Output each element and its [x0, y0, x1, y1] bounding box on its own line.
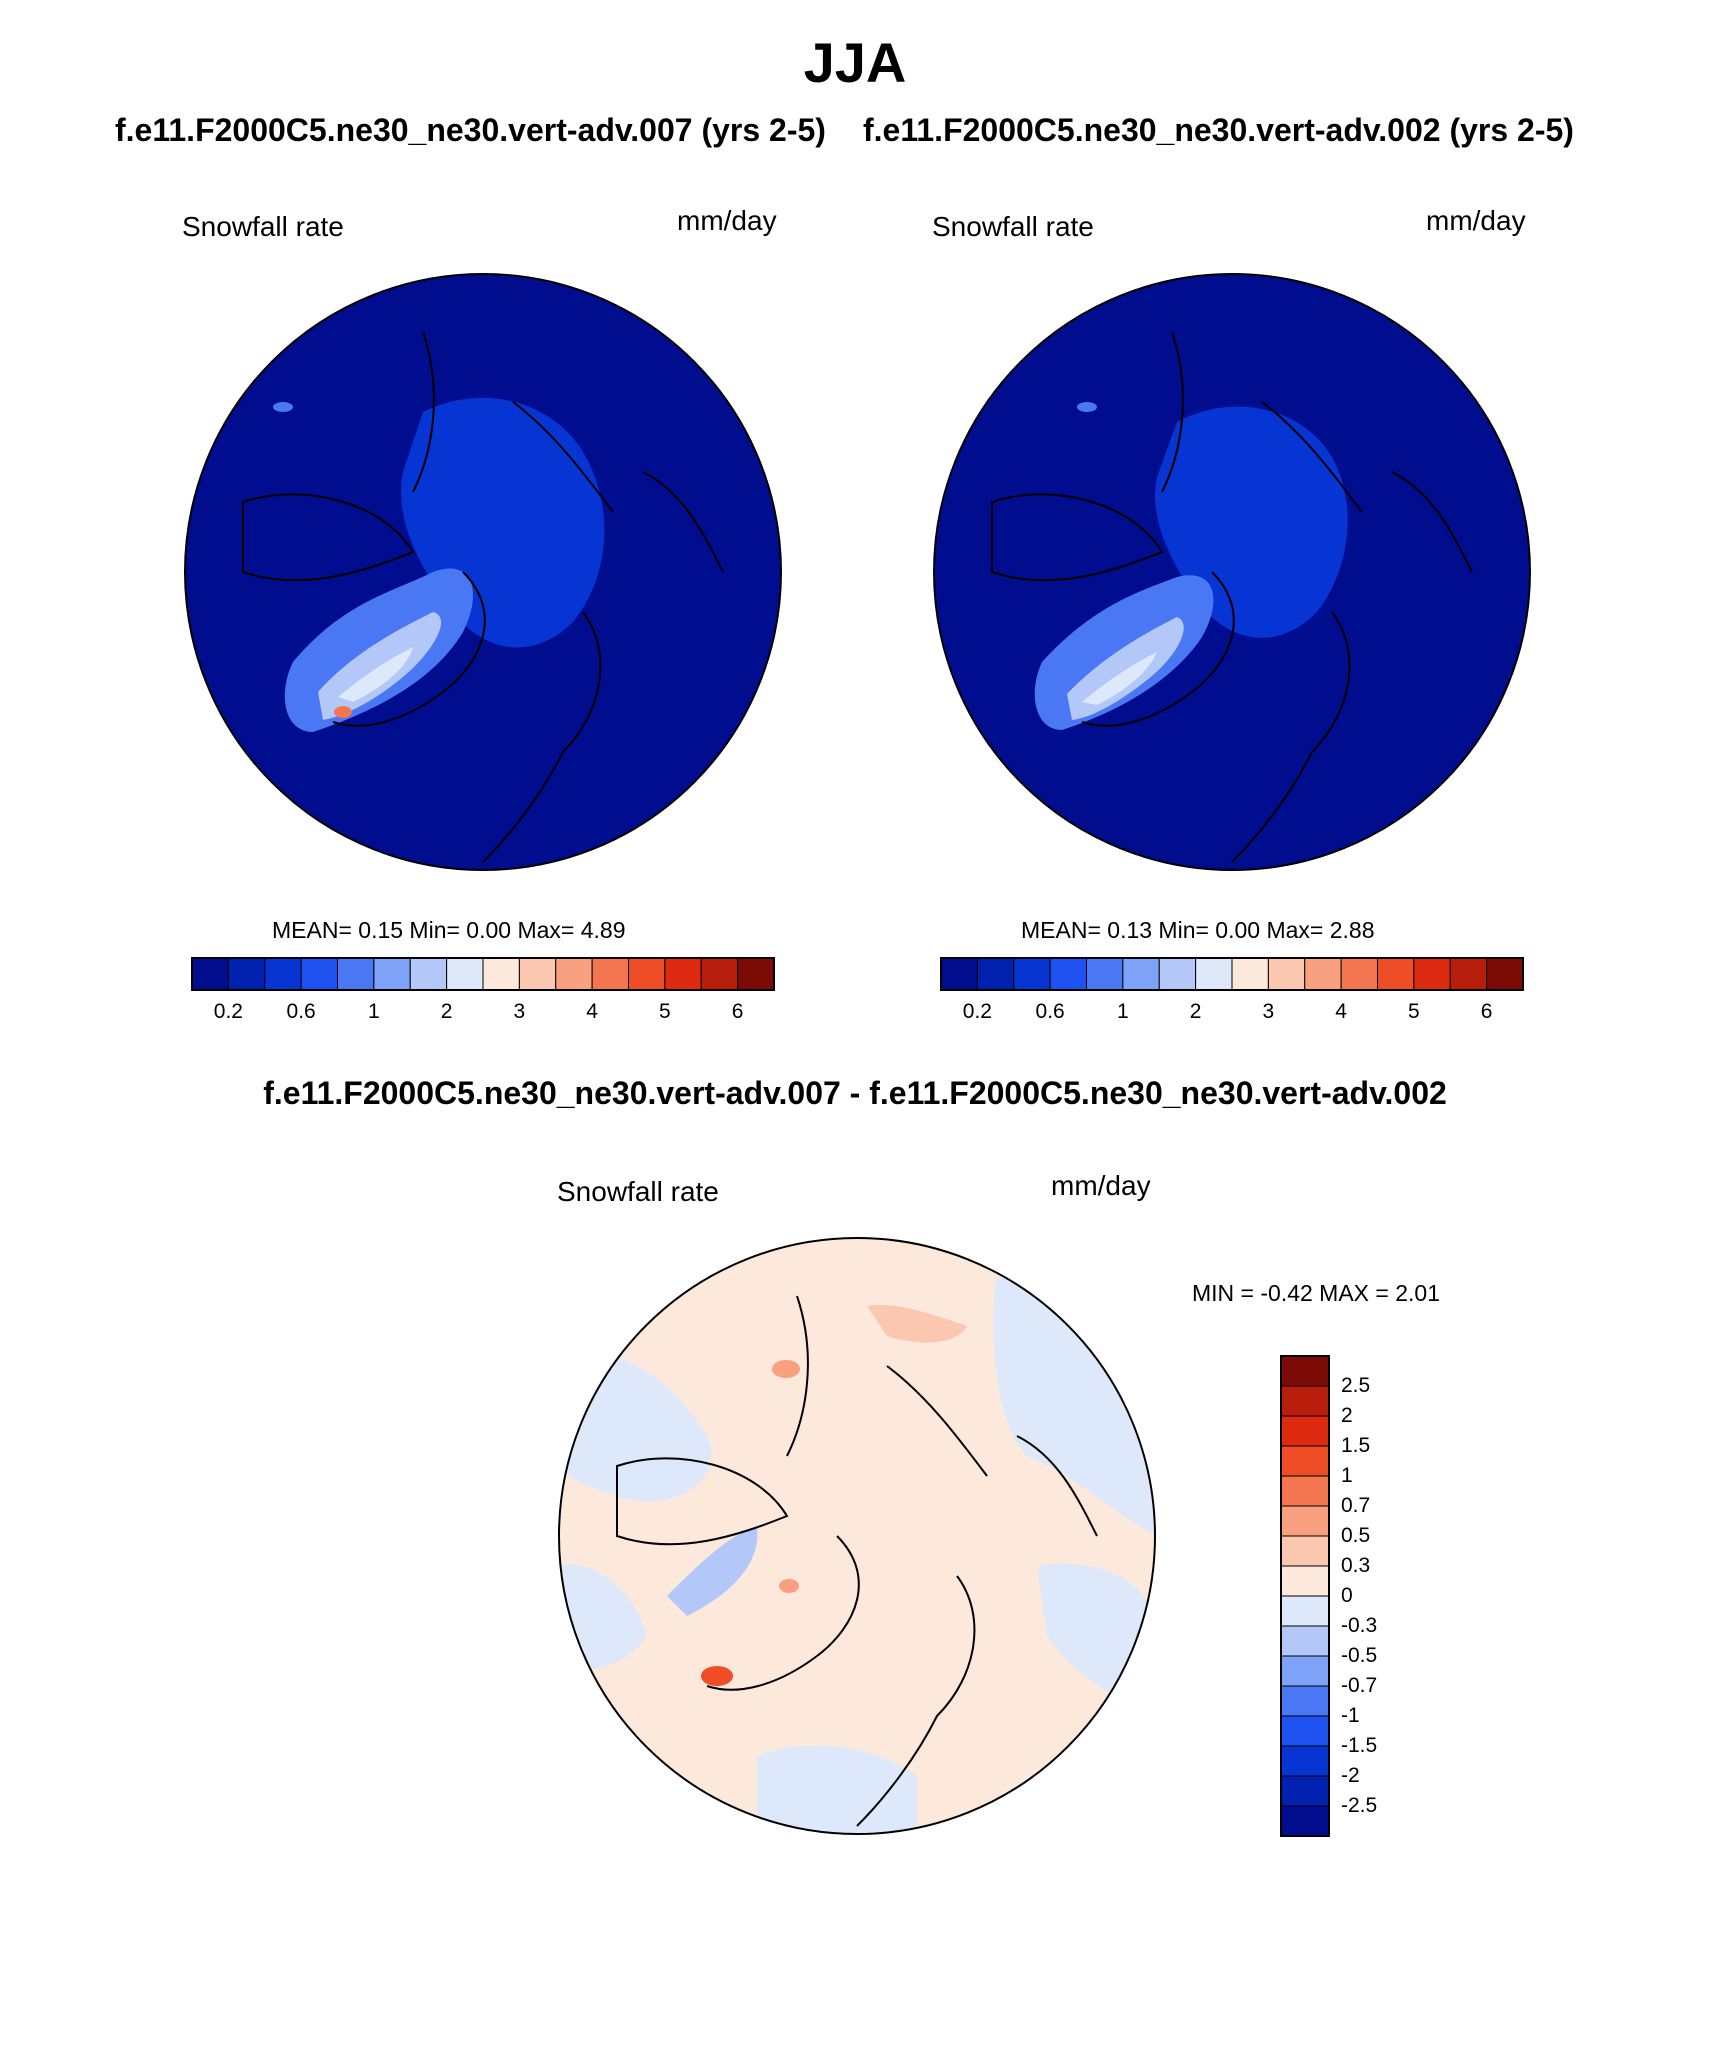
difference-colorbar-tick-label: -1.5 [1341, 1734, 1378, 1757]
right-colorbar-tick-label: 1 [1117, 1000, 1129, 1023]
difference-colorbar [1280, 1355, 1330, 1837]
figure-title: JJA [803, 31, 907, 94]
right-colorbar-swatch [940, 957, 978, 991]
difference-title: f.e11.F2000C5.ne30_ne30.vert-adv.007 - f… [263, 1075, 1447, 1111]
left-colorbar-tick-label: 5 [659, 1000, 671, 1023]
left-colorbar-tick-label: 2 [440, 1000, 453, 1023]
left-case-title: f.e11.F2000C5.ne30_ne30.vert-adv.007 (yr… [115, 112, 826, 148]
left-colorbar-swatch [482, 957, 520, 991]
right-colorbar-swatch [1340, 957, 1378, 991]
right-colorbar-swatch [1086, 957, 1124, 991]
difference-variable-label: Snowfall rate [557, 1176, 719, 1207]
right-colorbar-tick-label: 0.2 [962, 1000, 992, 1023]
right-stats: MEAN= 0.13 Min= 0.00 Max= 2.88 [1021, 917, 1375, 943]
left-colorbar-tick-label: 6 [731, 1000, 744, 1023]
difference-colorbar-swatch [1280, 1445, 1330, 1477]
difference-colorbar-tick-label: -0.3 [1341, 1614, 1378, 1637]
right-colorbar-swatch [1304, 957, 1342, 991]
difference-colorbar-tick-label: 1 [1341, 1464, 1353, 1487]
left-stats: MEAN= 0.15 Min= 0.00 Max= 4.89 [272, 917, 626, 943]
difference-colorbar-tick-label: 0 [1341, 1584, 1353, 1607]
right-colorbar-tick-label: 4 [1335, 1000, 1347, 1023]
difference-colorbar-swatch [1280, 1565, 1330, 1597]
left-colorbar-swatch [264, 957, 302, 991]
difference-colorbar-tick-label: -2.5 [1341, 1794, 1378, 1817]
right-colorbar-tick-label: 2 [1189, 1000, 1202, 1023]
left-colorbar-swatch [337, 957, 375, 991]
difference-units-label: mm/day [1051, 1170, 1151, 1201]
difference-colorbar-swatch [1280, 1685, 1330, 1717]
left-colorbar [191, 957, 775, 991]
left-colorbar-swatch [373, 957, 411, 991]
difference-colorbar-swatch [1280, 1595, 1330, 1627]
left-variable-label: Snowfall rate [182, 211, 344, 242]
right-colorbar-swatch [1449, 957, 1488, 991]
difference-colorbar-tick-label: 0.5 [1341, 1524, 1371, 1547]
left-colorbar-swatch [227, 957, 266, 991]
difference-colorbar-tick-label: -0.7 [1341, 1674, 1378, 1697]
difference-colorbar-swatch [1280, 1535, 1330, 1567]
difference-colorbar-tick-label: -2 [1341, 1764, 1360, 1787]
right-colorbar-tick-label: 6 [1480, 1000, 1493, 1023]
left-colorbar-swatch [737, 957, 775, 991]
difference-colorbar-swatch [1280, 1805, 1330, 1837]
left-colorbar-swatch [700, 957, 739, 991]
difference-colorbar-tick-label: 2.5 [1341, 1374, 1371, 1397]
right-colorbar-swatch [1267, 957, 1306, 991]
right-colorbar-swatch [1013, 957, 1051, 991]
difference-polar-map [558, 1237, 1156, 1835]
left-colorbar-swatch [446, 957, 484, 991]
right-polar-map [933, 273, 1531, 871]
left-colorbar-swatch [518, 957, 557, 991]
left-colorbar-tick-label: 0.6 [286, 1000, 316, 1023]
difference-colorbar-swatch [1280, 1715, 1330, 1747]
right-variable-label: Snowfall rate [932, 211, 1094, 242]
difference-colorbar-swatch [1280, 1385, 1330, 1417]
right-colorbar-swatch [976, 957, 1015, 991]
left-polar-map [184, 273, 782, 871]
difference-colorbar-tick-label: 0.7 [1341, 1494, 1371, 1517]
difference-colorbar-swatch [1280, 1745, 1330, 1777]
left-colorbar-tick-label: 3 [513, 1000, 526, 1023]
difference-minmax: MIN = -0.42 MAX = 2.01 [1192, 1280, 1441, 1306]
right-colorbar-tick-label: 0.6 [1035, 1000, 1065, 1023]
right-colorbar-swatch [1231, 957, 1269, 991]
left-colorbar-swatch [664, 957, 702, 991]
right-colorbar-swatch [1377, 957, 1415, 991]
right-colorbar-swatch [1122, 957, 1160, 991]
right-colorbar-tick-label: 3 [1262, 1000, 1275, 1023]
right-colorbar-swatch [1486, 957, 1524, 991]
difference-colorbar-tick-label: -1 [1341, 1704, 1360, 1727]
left-colorbar-swatch [409, 957, 448, 991]
difference-colorbar-swatch [1280, 1505, 1330, 1537]
difference-colorbar-swatch [1280, 1415, 1330, 1447]
right-colorbar-swatch [1195, 957, 1233, 991]
left-colorbar-swatch [300, 957, 338, 991]
left-colorbar-tick-label: 0.2 [213, 1000, 243, 1023]
right-colorbar [940, 957, 1524, 991]
left-colorbar-tick-label: 4 [586, 1000, 598, 1023]
difference-colorbar-tick-label: 1.5 [1341, 1434, 1371, 1457]
left-colorbar-swatch [591, 957, 629, 991]
right-units-label: mm/day [1426, 205, 1526, 236]
left-units-label: mm/day [677, 205, 777, 236]
difference-colorbar-swatch [1280, 1625, 1330, 1657]
right-colorbar-swatch [1049, 957, 1087, 991]
left-colorbar-tick-label: 1 [368, 1000, 380, 1023]
difference-colorbar-tick-label: -0.5 [1341, 1644, 1378, 1667]
difference-colorbar-tick-label: 0.3 [1341, 1554, 1371, 1577]
right-colorbar-swatch [1413, 957, 1451, 991]
left-colorbar-swatch [191, 957, 229, 991]
right-colorbar-tick-label: 5 [1408, 1000, 1420, 1023]
left-colorbar-swatch [555, 957, 593, 991]
difference-colorbar-swatch [1280, 1355, 1330, 1387]
difference-colorbar-tick-label: 2 [1341, 1404, 1353, 1427]
difference-colorbar-swatch [1280, 1775, 1330, 1807]
right-colorbar-swatch [1158, 957, 1197, 991]
right-case-title: f.e11.F2000C5.ne30_ne30.vert-adv.002 (yr… [863, 112, 1574, 148]
difference-colorbar-swatch [1280, 1475, 1330, 1507]
left-colorbar-swatch [628, 957, 666, 991]
difference-colorbar-swatch [1280, 1655, 1330, 1687]
